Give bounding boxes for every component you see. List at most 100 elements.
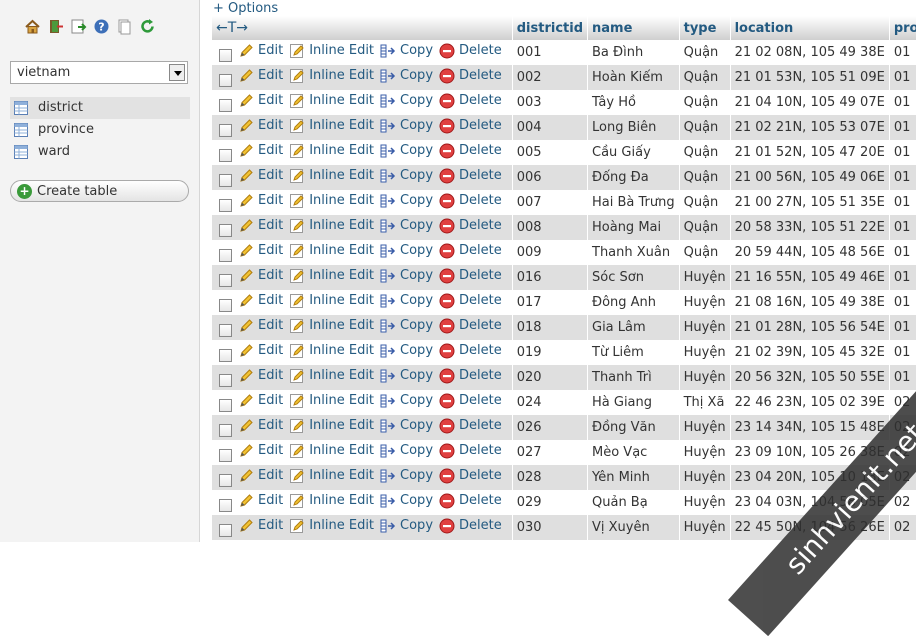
edit-button[interactable]: Edit [238, 168, 283, 184]
edit-button[interactable]: Edit [238, 418, 283, 434]
column-header-location[interactable]: location [730, 16, 890, 40]
copy-button[interactable]: Copy [380, 68, 433, 84]
delete-button[interactable]: Delete [439, 343, 502, 359]
sidebar-item-province[interactable]: province [10, 119, 190, 141]
create-table-button[interactable]: + Create table [10, 180, 189, 202]
sidebar-item-ward[interactable]: ward [10, 141, 190, 163]
delete-button[interactable]: Delete [439, 393, 502, 409]
inline-edit-button[interactable]: Inline Edit [289, 143, 374, 159]
query-window-icon[interactable] [70, 18, 87, 35]
copy-button[interactable]: Copy [380, 268, 433, 284]
inline-edit-button[interactable]: Inline Edit [289, 343, 374, 359]
edit-button[interactable]: Edit [238, 368, 283, 384]
inline-edit-button[interactable]: Inline Edit [289, 168, 374, 184]
edit-button[interactable]: Edit [238, 193, 283, 209]
home-icon[interactable] [24, 18, 41, 35]
delete-button[interactable]: Delete [439, 518, 502, 534]
delete-button[interactable]: Delete [439, 368, 502, 384]
edit-button[interactable]: Edit [238, 43, 283, 59]
row-checkbox[interactable] [219, 148, 232, 162]
copy-button[interactable]: Copy [380, 243, 433, 259]
edit-button[interactable]: Edit [238, 218, 283, 234]
edit-button[interactable]: Edit [238, 143, 283, 159]
inline-edit-button[interactable]: Inline Edit [289, 293, 374, 309]
inline-edit-button[interactable]: Inline Edit [289, 218, 374, 234]
row-checkbox[interactable] [219, 73, 232, 87]
copy-button[interactable]: Copy [380, 393, 433, 409]
chevron-down-icon[interactable] [169, 64, 185, 81]
inline-edit-button[interactable]: Inline Edit [289, 368, 374, 384]
inline-edit-button[interactable]: Inline Edit [289, 43, 374, 59]
copy-button[interactable]: Copy [380, 518, 433, 534]
column-header-type[interactable]: type [679, 16, 731, 40]
inline-edit-button[interactable]: Inline Edit [289, 468, 374, 484]
sidebar-item-district[interactable]: district [10, 97, 190, 119]
delete-button[interactable]: Delete [439, 443, 502, 459]
delete-button[interactable]: Delete [439, 118, 502, 134]
row-checkbox[interactable] [219, 473, 232, 487]
copy-button[interactable]: Copy [380, 193, 433, 209]
delete-button[interactable]: Delete [439, 318, 502, 334]
row-checkbox[interactable] [219, 448, 232, 462]
delete-button[interactable]: Delete [439, 468, 502, 484]
delete-button[interactable]: Delete [439, 143, 502, 159]
copy-button[interactable]: Copy [380, 118, 433, 134]
inline-edit-button[interactable]: Inline Edit [289, 418, 374, 434]
inline-edit-button[interactable]: Inline Edit [289, 93, 374, 109]
inline-edit-button[interactable]: Inline Edit [289, 268, 374, 284]
reload-icon[interactable] [139, 18, 156, 35]
copy-button[interactable]: Copy [380, 468, 433, 484]
inline-edit-button[interactable]: Inline Edit [289, 68, 374, 84]
inline-edit-button[interactable]: Inline Edit [289, 493, 374, 509]
copy-button[interactable]: Copy [380, 43, 433, 59]
inline-edit-button[interactable]: Inline Edit [289, 318, 374, 334]
edit-button[interactable]: Edit [238, 468, 283, 484]
copy-button[interactable]: Copy [380, 443, 433, 459]
row-checkbox[interactable] [219, 498, 232, 512]
copy-button[interactable]: Copy [380, 218, 433, 234]
copy-button[interactable]: Copy [380, 293, 433, 309]
column-header-name[interactable]: name [587, 16, 680, 40]
delete-button[interactable]: Delete [439, 268, 502, 284]
row-checkbox[interactable] [219, 323, 232, 337]
edit-button[interactable]: Edit [238, 518, 283, 534]
delete-button[interactable]: Delete [439, 218, 502, 234]
copy-button[interactable]: Copy [380, 343, 433, 359]
row-checkbox[interactable] [219, 373, 232, 387]
row-checkbox[interactable] [219, 423, 232, 437]
inline-edit-button[interactable]: Inline Edit [289, 243, 374, 259]
delete-button[interactable]: Delete [439, 243, 502, 259]
row-checkbox[interactable] [219, 398, 232, 412]
edit-button[interactable]: Edit [238, 68, 283, 84]
inline-edit-button[interactable]: Inline Edit [289, 443, 374, 459]
row-checkbox[interactable] [219, 273, 232, 287]
row-checkbox[interactable] [219, 173, 232, 187]
edit-button[interactable]: Edit [238, 243, 283, 259]
row-checkbox[interactable] [219, 348, 232, 362]
copy-button[interactable]: Copy [380, 168, 433, 184]
edit-button[interactable]: Edit [238, 268, 283, 284]
delete-button[interactable]: Delete [439, 168, 502, 184]
database-select[interactable]: vietnam [10, 61, 188, 84]
row-checkbox[interactable] [219, 298, 232, 312]
edit-button[interactable]: Edit [238, 118, 283, 134]
row-checkbox[interactable] [219, 248, 232, 262]
column-header-provinceid[interactable]: provinceid [889, 16, 916, 40]
column-sort-arrows[interactable]: ←T→ [212, 16, 513, 40]
copy-button[interactable]: Copy [380, 368, 433, 384]
edit-button[interactable]: Edit [238, 318, 283, 334]
copy-button[interactable]: Copy [380, 318, 433, 334]
delete-button[interactable]: Delete [439, 93, 502, 109]
delete-button[interactable]: Delete [439, 418, 502, 434]
inline-edit-button[interactable]: Inline Edit [289, 193, 374, 209]
edit-button[interactable]: Edit [238, 393, 283, 409]
copy-button[interactable]: Copy [380, 418, 433, 434]
edit-button[interactable]: Edit [238, 93, 283, 109]
delete-button[interactable]: Delete [439, 68, 502, 84]
column-header-districtid[interactable]: districtid [512, 16, 589, 40]
docs-icon[interactable] [116, 18, 133, 35]
row-checkbox[interactable] [219, 98, 232, 112]
row-checkbox[interactable] [219, 223, 232, 237]
edit-button[interactable]: Edit [238, 343, 283, 359]
row-checkbox[interactable] [219, 123, 232, 137]
